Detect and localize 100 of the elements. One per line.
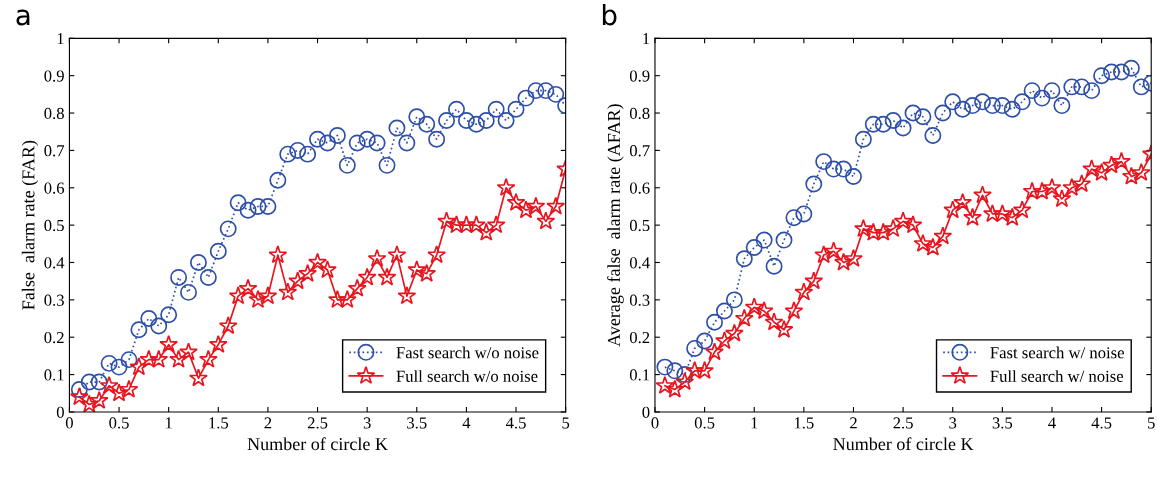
point (944, 93, 962, 111)
point (804, 271, 824, 290)
point (765, 257, 783, 275)
point (954, 100, 972, 118)
point (854, 130, 872, 148)
point (179, 342, 198, 361)
point (1102, 155, 1121, 174)
point (437, 211, 456, 230)
x-tick-label: 1 (165, 417, 172, 429)
point (347, 278, 367, 297)
point (1122, 59, 1140, 77)
point (109, 383, 129, 402)
point (874, 115, 892, 133)
point (1082, 159, 1102, 178)
point (914, 108, 932, 126)
point (417, 263, 437, 282)
point (438, 112, 456, 129)
point (706, 313, 724, 331)
chart-title: b (602, 3, 617, 26)
y-tick-label: 0.8 (44, 107, 64, 120)
point (388, 119, 406, 137)
x-tick-label: 3 (949, 417, 957, 429)
point (784, 301, 804, 320)
point (795, 205, 813, 223)
point (219, 220, 237, 238)
point (993, 97, 1011, 115)
point (883, 219, 903, 238)
point (1083, 82, 1101, 100)
point (299, 145, 317, 163)
x-axis-title: Number of circle K (833, 437, 974, 451)
point (536, 211, 556, 230)
x-tick-label: 2 (264, 417, 272, 429)
point (546, 196, 566, 215)
point (933, 226, 953, 245)
point (775, 231, 793, 249)
point (180, 283, 197, 301)
point (80, 373, 98, 391)
point (1073, 78, 1091, 96)
x-tick-label: 1 (751, 417, 758, 429)
point (228, 286, 248, 305)
point (656, 358, 674, 376)
point (456, 215, 476, 234)
point (1022, 181, 1042, 200)
y-tick-label: 0.7 (44, 145, 65, 157)
x-tick-label: 2.5 (307, 417, 328, 429)
x-tick-label: 4.5 (505, 417, 526, 429)
point (496, 177, 516, 196)
x-tick-label: 2.5 (893, 417, 913, 429)
point (943, 200, 963, 219)
point (953, 192, 973, 211)
point (318, 260, 337, 279)
point (139, 349, 159, 368)
legend-label: Full search w/ noise (990, 370, 1124, 382)
point (983, 97, 1001, 115)
point (863, 222, 883, 241)
point (268, 245, 288, 264)
y-tick-label: 0.9 (629, 70, 650, 82)
y-tick-label: 0.6 (44, 182, 65, 194)
point (734, 308, 754, 327)
point (70, 381, 88, 398)
point (835, 160, 853, 178)
point (725, 291, 743, 309)
x-tick-label: 3 (363, 417, 371, 429)
x-tick-label: 3.5 (407, 417, 427, 429)
point (1063, 78, 1081, 96)
point (1023, 82, 1041, 100)
point (894, 119, 912, 137)
x-tick-label: 0.5 (109, 417, 129, 429)
point (1013, 93, 1031, 111)
point (526, 196, 546, 215)
point (298, 263, 318, 282)
point (248, 289, 268, 308)
point (705, 342, 724, 361)
point (1033, 89, 1051, 107)
point (467, 115, 485, 133)
point (208, 334, 228, 353)
point (1062, 177, 1082, 196)
y-tick-label: 0.5 (629, 219, 650, 232)
x-tick-label: 1.5 (209, 417, 229, 429)
point (229, 194, 247, 212)
y-tick-label: 0.8 (629, 107, 650, 120)
y-tick-label: 0.2 (44, 331, 64, 344)
point (665, 379, 685, 398)
point (387, 245, 407, 264)
x-tick-label: 0.5 (694, 417, 715, 429)
point (527, 82, 545, 100)
point (337, 289, 357, 308)
point (715, 302, 733, 320)
x-tick-label: 1.5 (794, 417, 814, 429)
point (198, 349, 218, 368)
point (1131, 162, 1151, 181)
point (844, 248, 863, 267)
point (119, 379, 139, 398)
point (497, 112, 515, 129)
y-tick-label: 0.1 (629, 369, 650, 381)
point (825, 160, 843, 178)
point (477, 112, 495, 129)
point (1093, 67, 1111, 85)
y-tick-label: 0 (56, 406, 64, 418)
point (377, 267, 397, 286)
